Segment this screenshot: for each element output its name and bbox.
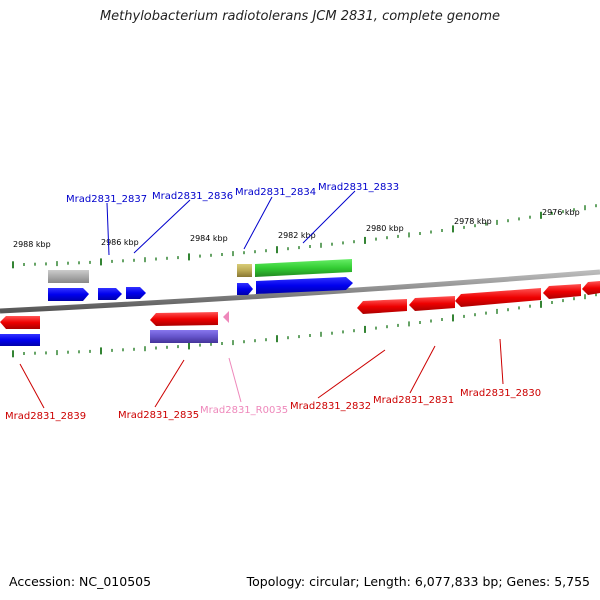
gene-label-text: Mrad2831_R0035 bbox=[200, 405, 288, 416]
gene-arrow-reverse[interactable] bbox=[455, 288, 541, 307]
gene-callouts: Mrad2831_2837 Mrad2831_2836 Mrad2831_283… bbox=[5, 182, 541, 422]
gene-label-mrad2831-2833[interactable]: Mrad2831_2833 bbox=[302, 182, 399, 244]
scale-label: 2980 kbp bbox=[366, 224, 404, 233]
gene-label-mrad2831-2834[interactable]: Mrad2831_2834 bbox=[235, 187, 316, 250]
gene-label-text: Mrad2831_2830 bbox=[460, 388, 541, 399]
gene-label-text: Mrad2831_2837 bbox=[66, 194, 147, 205]
scale-label: 2982 kbp bbox=[278, 231, 316, 240]
gene-label-mrad2831-2837[interactable]: Mrad2831_2837 bbox=[66, 194, 147, 256]
gene-label-text: Mrad2831_2834 bbox=[235, 187, 316, 198]
cog-feature-green[interactable] bbox=[255, 259, 352, 277]
scale-label: 2984 kbp bbox=[190, 234, 228, 243]
cog-feature-khaki[interactable] bbox=[237, 264, 252, 277]
gene-label-text: Mrad2831_2836 bbox=[152, 191, 233, 202]
scale-label: 2978 kbp bbox=[454, 217, 492, 226]
map-title: Methylobacterium radiotolerans JCM 2831,… bbox=[99, 9, 501, 24]
gene-label-text: Mrad2831_2832 bbox=[290, 401, 371, 412]
gene-label-mrad2831-2830[interactable]: Mrad2831_2830 bbox=[460, 338, 541, 399]
scale-label: 2976 kbp bbox=[542, 208, 580, 217]
gene-label-text: Mrad2831_2839 bbox=[5, 411, 86, 422]
cog-feature-purple[interactable] bbox=[150, 330, 218, 343]
gene-arrow-reverse[interactable] bbox=[0, 316, 40, 329]
cog-feature-grey[interactable] bbox=[48, 270, 89, 283]
forward-strand-genes bbox=[48, 277, 353, 301]
gene-label-mrad2831-2831[interactable]: Mrad2831_2831 bbox=[373, 345, 454, 406]
gene-arrow-reverse[interactable] bbox=[150, 312, 218, 326]
gene-label-mrad2831-2832[interactable]: Mrad2831_2832 bbox=[290, 349, 386, 412]
cog-features bbox=[48, 259, 352, 343]
tick-track-outer bbox=[12, 204, 597, 269]
gene-label-mrad2831-2835[interactable]: Mrad2831_2835 bbox=[118, 359, 199, 421]
genome-summary-text: Topology: circular; Length: 6,077,833 bp… bbox=[246, 574, 590, 589]
gene-label-mrad2831-r0035[interactable]: Mrad2831_R0035 bbox=[200, 357, 288, 416]
accession-text: Accession: NC_010505 bbox=[9, 574, 152, 589]
gene-arrow-forward[interactable] bbox=[237, 283, 253, 295]
gene-arrow-forward[interactable] bbox=[48, 288, 89, 301]
genome-backbone bbox=[0, 269, 600, 314]
gene-label-text: Mrad2831_2831 bbox=[373, 395, 454, 406]
reverse-strand-genes bbox=[0, 281, 600, 346]
gene-arrow-forward[interactable] bbox=[256, 277, 353, 294]
gene-arrow-forward[interactable] bbox=[126, 287, 146, 299]
scale-label: 2988 kbp bbox=[13, 240, 51, 249]
scale-label: 2986 kbp bbox=[101, 238, 139, 247]
gene-arrow-reverse[interactable] bbox=[409, 296, 455, 311]
tick-track-inner bbox=[12, 293, 597, 358]
gene-arrow-forward[interactable] bbox=[98, 288, 122, 300]
gene-label-text: Mrad2831_2835 bbox=[118, 410, 199, 421]
gene-arrow-reverse[interactable] bbox=[582, 281, 600, 295]
gene-block-reverse[interactable] bbox=[0, 334, 40, 346]
gene-label-mrad2831-2839[interactable]: Mrad2831_2839 bbox=[5, 363, 86, 422]
scale-labels: 2988 kbp 2986 kbp 2984 kbp 2982 kbp 2980… bbox=[13, 208, 580, 249]
rna-arrow-reverse[interactable] bbox=[223, 311, 229, 323]
gene-label-mrad2831-2836[interactable]: Mrad2831_2836 bbox=[133, 191, 233, 254]
gene-label-text: Mrad2831_2833 bbox=[318, 182, 399, 193]
gene-arrow-reverse[interactable] bbox=[357, 299, 407, 314]
gene-arrow-reverse[interactable] bbox=[543, 284, 581, 299]
